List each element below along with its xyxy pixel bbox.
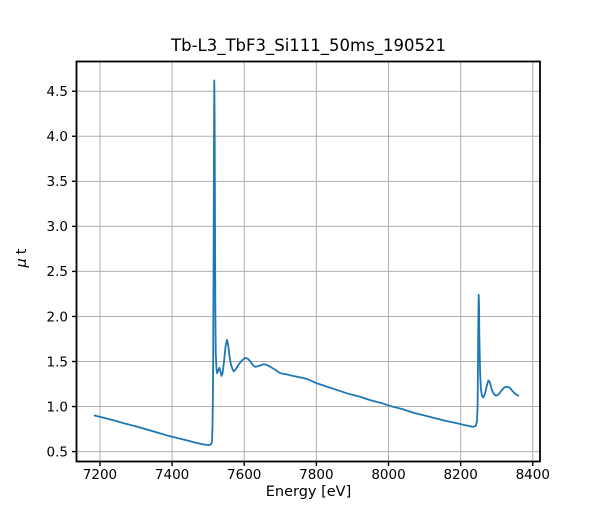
chart-title: Tb-L3_TbF3_Si111_50ms_190521 [171, 36, 446, 55]
x-tick-label: 7400 [155, 467, 189, 483]
y-tick-label: 0.5 [47, 444, 68, 460]
x-tick-label: 8200 [443, 467, 477, 483]
x-tick-label: 7200 [83, 467, 117, 483]
y-axis-label: μt [14, 249, 30, 268]
y-tick-label: 2.0 [47, 309, 68, 325]
axis-layer: 7200 7400 7600 7800 8000 8200 8400 0.5 1.0 1.5 2.0… [47, 60, 550, 483]
y-tick-label: 1.0 [47, 399, 68, 415]
plot-border [75, 60, 541, 463]
x-tick-label: 7800 [299, 467, 333, 483]
x-tick-label: 7600 [227, 467, 261, 483]
x-axis-label: Energy [eV] [265, 484, 352, 500]
y-tick-label: 4.0 [47, 129, 68, 145]
data-layer [93, 79, 520, 446]
x-tick-label: 8000 [371, 467, 405, 483]
y-tick-label: 2.5 [47, 264, 68, 280]
y-tick-label: 3.0 [47, 219, 68, 235]
grid-layer [76, 61, 540, 462]
y-axis-label-mu: μ [14, 258, 30, 268]
y-tick-label: 4.5 [47, 84, 68, 100]
x-tick-label: 8400 [516, 467, 550, 483]
y-axis-label-t: t [14, 248, 30, 255]
data-line [93, 79, 520, 446]
y-tick-label: 1.5 [47, 354, 68, 370]
y-tick-label: 3.5 [47, 174, 68, 190]
